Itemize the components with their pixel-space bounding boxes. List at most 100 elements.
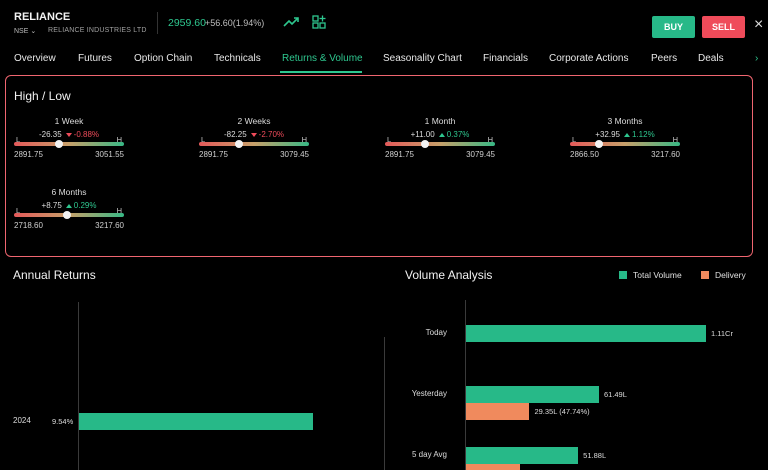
- tab-futures[interactable]: Futures: [78, 53, 112, 64]
- range-bar: [570, 142, 680, 146]
- low-marker: L: [201, 135, 206, 144]
- range-change-value: +11.00: [410, 130, 435, 139]
- tab-overview[interactable]: Overview: [14, 53, 56, 64]
- range-knob: [55, 140, 64, 148]
- range-period: 1 Month: [424, 116, 456, 126]
- range-change-pct: 0.29%: [73, 201, 97, 210]
- delivery-bar: [466, 464, 521, 470]
- range-change: +8.75 0.29%: [14, 201, 124, 210]
- range-change: -82.25 -2.70%: [199, 130, 309, 139]
- range-change-value: -26.35: [38, 130, 62, 139]
- add-watchlist-icon[interactable]: [311, 14, 327, 30]
- total-volume-bar: [466, 325, 706, 342]
- range-high: 3079.45: [280, 150, 309, 159]
- range-change-value: +32.95: [595, 130, 620, 139]
- legend-swatch: [701, 271, 709, 279]
- close-icon[interactable]: ×: [754, 16, 764, 33]
- total-volume-label: 1.11Cr: [711, 329, 733, 338]
- range-item: 1 Month L +11.00 0.37% H 2891.75 3079.45: [385, 116, 495, 164]
- range-low: 2718.60: [14, 221, 43, 230]
- change-direction-icon: [250, 132, 257, 137]
- range-change-pct: 0.37%: [446, 130, 470, 139]
- high-low-panel: High / Low 1 Week L -26.35 -0.88% H 2891.…: [5, 75, 753, 257]
- volume-axis: [465, 300, 466, 470]
- range-item: 1 Week L -26.35 -0.88% H 2891.75 3051.55: [14, 116, 124, 164]
- tab-deals[interactable]: Deals: [698, 53, 724, 64]
- low-marker: L: [387, 135, 392, 144]
- range-change: +32.95 1.12%: [570, 130, 680, 139]
- range-low: 2891.75: [199, 150, 228, 159]
- trend-up-icon[interactable]: [283, 14, 299, 30]
- exchange-selector[interactable]: NSE ⌄: [14, 27, 36, 35]
- header-divider: [157, 12, 158, 34]
- range-low: 2891.75: [14, 150, 43, 159]
- stock-symbol: RELIANCE: [14, 11, 71, 23]
- legend-swatch: [619, 271, 627, 279]
- tab-seasonality-chart[interactable]: Seasonality Chart: [383, 53, 462, 64]
- low-marker: L: [572, 135, 577, 144]
- annual-returns-title: Annual Returns: [13, 268, 96, 282]
- range-bar: [14, 142, 124, 146]
- range-knob: [234, 140, 243, 148]
- range-low: 2866.50: [570, 150, 599, 159]
- range-bar: [385, 142, 495, 146]
- annual-returns-year: 2024: [13, 416, 31, 425]
- range-low: 2891.75: [385, 150, 414, 159]
- range-change-pct: 1.12%: [632, 130, 655, 139]
- range-period: 1 Week: [54, 116, 84, 126]
- change-direction-icon: [438, 132, 445, 137]
- company-name: RELIANCE INDUSTRIES LTD: [48, 27, 147, 34]
- tab-option-chain[interactable]: Option Chain: [134, 53, 193, 64]
- annual-returns-axis: [78, 302, 79, 470]
- range-item: 6 Months L +8.75 0.29% H 2718.60 3217.60: [14, 187, 124, 235]
- annual-returns-value: 9.54%: [52, 417, 74, 426]
- range-high: 3079.45: [466, 150, 495, 159]
- change-direction-icon: [65, 132, 72, 137]
- stock-header: RELIANCE NSE ⌄ RELIANCE INDUSTRIES LTD 29…: [0, 0, 768, 44]
- range-bar: [199, 142, 309, 146]
- high-marker: H: [672, 135, 678, 144]
- range-change-pct: -0.88%: [73, 130, 100, 139]
- tab-technicals[interactable]: Technicals: [214, 53, 261, 64]
- total-volume-label: 51.88L: [583, 451, 607, 460]
- tab-returns-volume[interactable]: Returns & Volume: [282, 53, 363, 64]
- range-change: +11.00 0.37%: [385, 130, 495, 139]
- high-marker: H: [116, 206, 122, 215]
- tab-financials[interactable]: Financials: [483, 53, 529, 64]
- high-marker: H: [301, 135, 307, 144]
- range-change-value: +8.75: [41, 201, 62, 210]
- tab-peers[interactable]: Peers: [651, 53, 678, 64]
- delivery-bar: [466, 403, 530, 420]
- range-high: 3051.55: [95, 150, 124, 159]
- range-high: 3217.60: [651, 150, 680, 159]
- range-change-pct: -2.70%: [258, 130, 285, 139]
- chevron-right-icon[interactable]: ›: [755, 53, 759, 64]
- delivery-label: 29.35L (47.74%): [534, 407, 590, 416]
- low-marker: L: [16, 206, 21, 215]
- volume-category: Today: [425, 328, 447, 337]
- low-marker: L: [16, 135, 21, 144]
- change-direction-icon: [65, 203, 72, 208]
- annual-returns-bar: [79, 413, 313, 430]
- range-period: 2 Weeks: [237, 116, 271, 126]
- change-direction-icon: [624, 132, 630, 137]
- range-item: 3 Months L +32.95 1.12% H 2866.50 3217.60: [570, 116, 680, 164]
- volume-category: Yesterday: [411, 389, 447, 398]
- total-volume-bar: [466, 386, 599, 403]
- high-marker: H: [487, 135, 493, 144]
- range-change-value: -82.25: [223, 130, 247, 139]
- sell-button[interactable]: SELL: [702, 16, 745, 38]
- legend-label: Delivery: [715, 270, 746, 280]
- legend-delivery: Delivery: [701, 270, 746, 280]
- last-price: 2959.60: [168, 17, 206, 29]
- volume-analysis-title: Volume Analysis: [405, 268, 493, 282]
- exchange-label: NSE: [14, 28, 29, 35]
- range-change: -26.35 -0.88%: [14, 130, 124, 139]
- range-item: 2 Weeks L -82.25 -2.70% H 2891.75 3079.45: [199, 116, 309, 164]
- active-tab-indicator: [280, 71, 362, 73]
- range-knob: [594, 140, 603, 148]
- tab-bar: Overview Futures Option Chain Technicals…: [0, 44, 768, 74]
- buy-button[interactable]: BUY: [652, 16, 695, 38]
- price-change: +56.60(1.94%): [205, 18, 265, 28]
- tab-corporate-actions[interactable]: Corporate Actions: [549, 53, 629, 64]
